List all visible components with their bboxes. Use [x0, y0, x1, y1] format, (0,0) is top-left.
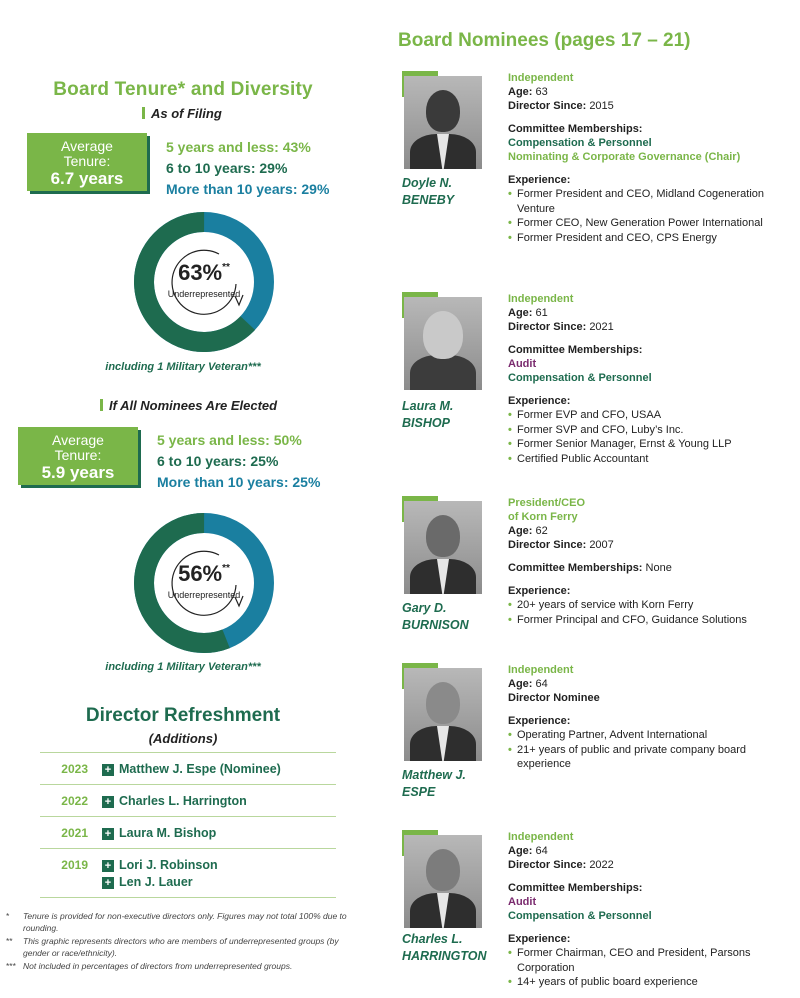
- refreshment-year: 2021: [61, 826, 88, 840]
- average-tenure-value: 5.9 years: [41, 463, 115, 482]
- veteran-note-filing: including 1 Military Veteran***: [105, 361, 261, 373]
- average-tenure-box-elected: Average Tenure: 5.9 years: [18, 427, 138, 485]
- refreshment-row: 2023 + Matthew J. Espe (Nominee): [40, 753, 336, 785]
- nominee-photo: [398, 496, 490, 596]
- plus-icon: +: [102, 860, 114, 872]
- refreshment-year: 2023: [61, 762, 88, 776]
- experience-item: • Former SVP and CFO, Luby’s Inc.: [508, 423, 684, 436]
- underrepresented-donut-filing: 63%** Underrepresented: [133, 211, 275, 353]
- footnote: * Tenure is provided for non-executive di…: [6, 911, 347, 933]
- donut-percentage: 56%**: [178, 561, 230, 586]
- refreshment-table: 2023 + Matthew J. Espe (Nominee) 2022 + Ch…: [40, 752, 336, 898]
- footnote: ** This graphic represents directors who …: [6, 936, 339, 958]
- arrow-head-icon: [234, 294, 244, 307]
- footnotes: * Tenure is provided for non-executive di…: [6, 910, 366, 973]
- donut-percentage: 63%**: [178, 260, 230, 285]
- portrait-image: [404, 501, 482, 594]
- donut-chart-svg: [134, 212, 274, 352]
- nominee-name: Doyle N. BENEBY: [402, 176, 455, 207]
- tenure-diversity-title: Board Tenure* and Diversity: [53, 79, 313, 100]
- nominee-info: Independent Age: 63 Director Since: 2015…: [508, 71, 798, 245]
- refreshment-name: + Matthew J. Espe (Nominee): [102, 761, 336, 778]
- donut-chart-svg: [134, 513, 274, 653]
- portrait-image: [404, 668, 482, 761]
- elected-subhead: If All Nominees Are Elected: [100, 398, 277, 413]
- nominee-card-harrington: Charles L. HARRINGTON Independent Age: 64…: [398, 830, 798, 998]
- plus-icon: +: [102, 828, 114, 840]
- nominee-card-espe: Matthew J. ESPE Independent Age: 64 Direc…: [398, 663, 798, 813]
- refreshment-row: 2021 + Laura M. Bishop: [40, 817, 336, 849]
- tenure-stats-filing: 5 years and less: 43% 6 to 10 years: 29%…: [166, 139, 330, 197]
- plus-icon: +: [102, 877, 114, 889]
- donut-inner-arc: [171, 550, 237, 616]
- veteran-note-elected: including 1 Military Veteran***: [105, 661, 261, 673]
- refreshment-row: 2022 + Charles L. Harrington: [40, 785, 336, 817]
- director-refreshment-title: Director Refreshment: [85, 705, 281, 726]
- experience-item: • Former President and CEO, Midland Cogen…: [508, 188, 765, 215]
- refreshment-name: + Laura M. Bishop: [102, 825, 336, 842]
- portrait-image: [404, 76, 482, 169]
- plus-icon: +: [102, 764, 114, 776]
- average-tenure-box-filing: Average Tenure: 6.7 years: [27, 133, 147, 191]
- plus-icon: +: [102, 796, 114, 808]
- donut-label: Underrepresented: [167, 289, 241, 299]
- nominee-card-beneby: Doyle N. BENEBY Independent Age: 63 Direc…: [398, 71, 798, 271]
- experience-item: • 20+ years of service with Korn Ferry: [508, 599, 694, 611]
- experience-item: • 14+ years of public board experience: [508, 976, 698, 988]
- nominee-info: President/CEO of Korn Ferry Age: 62 Dire…: [508, 496, 798, 627]
- donut-label: Underrepresented: [167, 590, 241, 600]
- nominee-name: Laura M. BISHOP: [402, 399, 454, 430]
- experience-item: • Former Senior Manager, Ernst & Young LL…: [508, 438, 732, 450]
- filing-subhead: As of Filing: [142, 106, 222, 121]
- donut-ring-underrepresented: [134, 212, 274, 352]
- nominee-photo: [398, 663, 490, 763]
- average-tenure-label: Average Tenure:: [61, 138, 113, 169]
- refreshment-year: 2019: [61, 858, 88, 872]
- refreshment-name: + Len J. Lauer: [102, 874, 336, 891]
- refreshment-name: + Charles L. Harrington: [102, 793, 336, 810]
- refreshment-name: + Lori J. Robinson: [102, 857, 336, 874]
- average-tenure-label: Average Tenure:: [52, 432, 104, 463]
- nominee-info: Independent Age: 61 Director Since: 2021…: [508, 292, 798, 466]
- experience-item: • Certified Public Accountant: [508, 452, 649, 465]
- nominee-photo: [398, 71, 490, 171]
- experience-item: • Operating Partner, Advent International: [508, 729, 708, 741]
- nominee-name: Matthew J. ESPE: [402, 768, 466, 799]
- nominee-photo: [398, 830, 490, 930]
- experience-item: • Former Chairman, CEO and President, Par…: [508, 947, 751, 974]
- refreshment-row: 2019 + Lori J. Robinson + Len J. Lauer: [40, 849, 336, 898]
- experience-item: • Former Principal and CFO, Guidance Solu…: [508, 613, 747, 626]
- board-nominees-title: Board Nominees (pages 17 – 21): [398, 30, 691, 51]
- portrait-image: [404, 297, 482, 390]
- donut-inner-arc: [171, 249, 237, 315]
- experience-item: • 21+ years of public and private company…: [508, 743, 747, 771]
- nominee-card-burnison: Gary D. BURNISON President/CEO of Korn Fe…: [398, 496, 798, 646]
- experience-item: • Former CEO, New Generation Power Intern…: [508, 217, 763, 229]
- nominee-card-bishop: Laura M. BISHOP Independent Age: 61 Direc…: [398, 292, 798, 472]
- nominee-name: Charles L. HARRINGTON: [402, 932, 487, 963]
- tenure-stats-elected: 5 years and less: 50% 6 to 10 years: 25%…: [157, 432, 321, 490]
- experience-item: • Former President and CEO, CPS Energy: [508, 231, 717, 244]
- portrait-image: [404, 835, 482, 928]
- director-refreshment-subtitle: (Additions): [148, 731, 218, 746]
- footnote: *** Not included in percentages of direct…: [6, 961, 293, 971]
- nominee-info: Independent Age: 64 Director Since: 2022…: [508, 830, 798, 990]
- nominee-info: Independent Age: 64 Director Nominee Exp…: [508, 663, 798, 772]
- experience-item: • Former EVP and CFO, USAA: [508, 409, 662, 421]
- refreshment-year: 2022: [61, 794, 88, 808]
- underrepresented-donut-elected: 56%** Underrepresented: [133, 512, 275, 654]
- arrow-head-icon: [234, 595, 244, 608]
- average-tenure-value: 6.7 years: [50, 169, 124, 188]
- nominee-photo: [398, 292, 490, 392]
- nominee-name: Gary D. BURNISON: [402, 601, 469, 632]
